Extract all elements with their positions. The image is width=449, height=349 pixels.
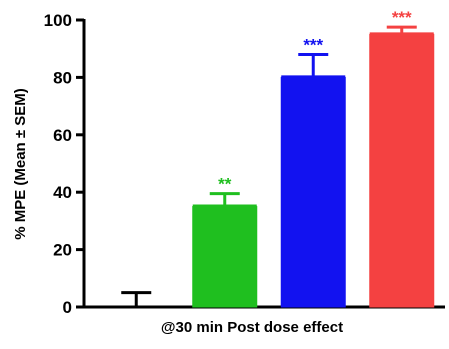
y-tick-label: 40 xyxy=(53,183,72,202)
y-tick-label: 0 xyxy=(63,298,72,317)
bar-group-4: *** xyxy=(369,8,435,308)
bar xyxy=(369,33,435,308)
y-tick-label: 60 xyxy=(53,126,72,145)
labels: % MPE (Mean ± SEM) @30 min Post dose eff… xyxy=(12,88,343,336)
significance-label: *** xyxy=(392,8,412,27)
bar-group-1 xyxy=(121,291,152,307)
bar-group-2: ** xyxy=(192,175,258,308)
significance-label: ** xyxy=(218,175,232,194)
y-tick-label: 100 xyxy=(44,11,72,30)
y-tick-label: 80 xyxy=(53,68,72,87)
bar xyxy=(192,206,258,308)
y-axis-label: % MPE (Mean ± SEM) xyxy=(12,88,29,240)
bar-group-3: *** xyxy=(280,35,346,308)
significance-label: *** xyxy=(303,35,323,54)
y-tick-label: 20 xyxy=(53,241,72,260)
bar xyxy=(280,76,346,308)
y-ticks: 0 20 40 60 80 100 xyxy=(44,11,84,317)
x-axis-label: @30 min Post dose effect xyxy=(161,319,343,336)
bars: ******** xyxy=(121,8,435,308)
